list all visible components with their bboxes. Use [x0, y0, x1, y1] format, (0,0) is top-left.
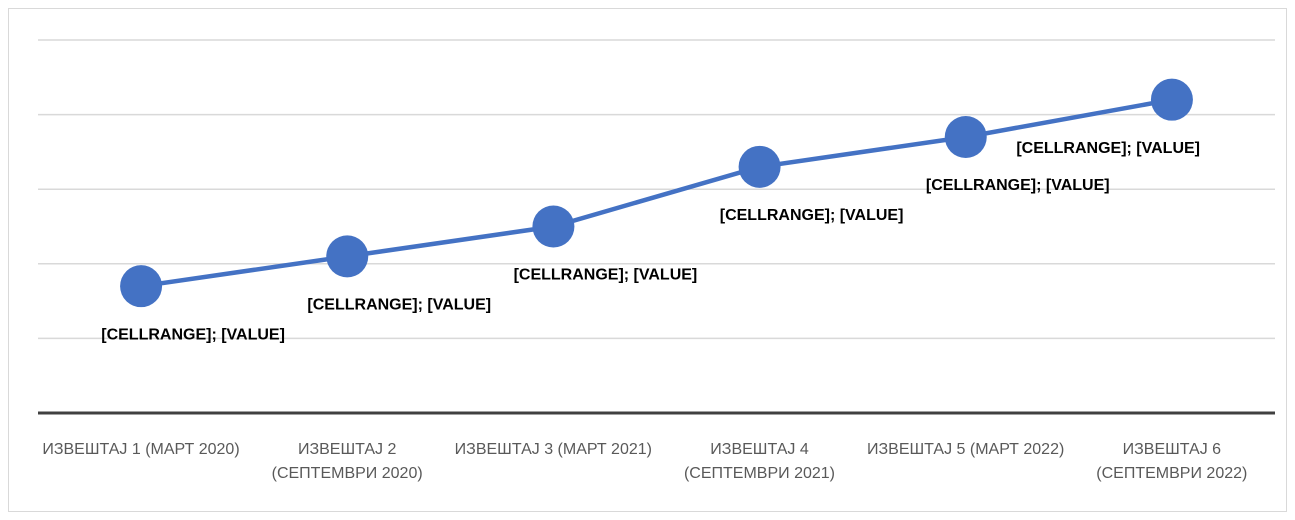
marker — [738, 145, 781, 188]
marker — [944, 115, 987, 158]
x-tick-label: ИЗВЕШТАЈ 3 (МАРТ 2021) — [454, 441, 652, 458]
line — [140, 97, 1173, 289]
x-tick-label: ИЗВЕШТАЈ 6 (СЕПТЕМВРИ 2022) — [1096, 441, 1248, 482]
data-label: [CELLRANGE]; [VALUE] — [514, 267, 698, 284]
data-label: [CELLRANGE]; [VALUE] — [926, 177, 1110, 194]
marker — [532, 205, 575, 248]
x-tick-label: ИЗВЕШТАЈ 2 (СЕПТЕМВРИ 2020) — [271, 441, 423, 482]
chart-frame — [8, 8, 1287, 512]
x-tick-label: ИЗВЕШТАЈ 5 (МАРТ 2022) — [867, 441, 1065, 458]
x-tick-label: ИЗВЕШТАЈ 1 (МАРТ 2020) — [42, 441, 240, 458]
data-label: [CELLRANGE]; [VALUE] — [307, 297, 491, 314]
data-label: [CELLRANGE]; [VALUE] — [101, 326, 285, 343]
x-tick-label: ИЗВЕШТАЈ 4 (СЕПТЕМВРИ 2021) — [683, 441, 836, 482]
marker — [1150, 78, 1193, 121]
data-label: [CELLRANGE]; [VALUE] — [1016, 140, 1200, 157]
marker — [120, 265, 163, 308]
marker — [326, 235, 369, 278]
data-label: [CELLRANGE]; [VALUE] — [720, 207, 904, 224]
